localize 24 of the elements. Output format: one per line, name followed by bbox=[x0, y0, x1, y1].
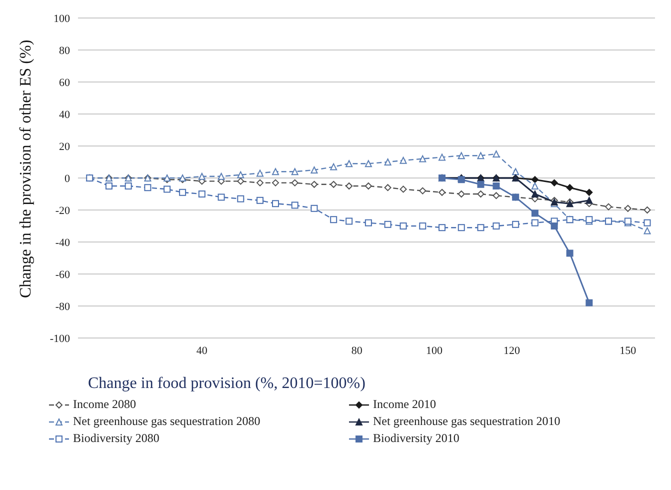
x-tick-label: 40 bbox=[196, 344, 208, 357]
legend-label: Net greenhouse gas sequestration 2010 bbox=[373, 414, 560, 429]
x-tick-label: 80 bbox=[351, 344, 363, 357]
y-tick-label: -40 bbox=[55, 236, 70, 249]
y-tick-label: 60 bbox=[59, 76, 70, 89]
y-tick-label: 40 bbox=[59, 108, 70, 121]
y-tick-label: -60 bbox=[55, 268, 70, 281]
legend-label: Net greenhouse gas sequestration 2080 bbox=[73, 414, 260, 429]
y-axis-title: Change in the provision of other ES (%) bbox=[18, 40, 35, 298]
y-tick-label: 80 bbox=[59, 44, 70, 57]
legend-label: Income 2080 bbox=[73, 397, 136, 412]
y-tick-label: 100 bbox=[54, 12, 70, 25]
y-tick-label: 20 bbox=[59, 140, 70, 153]
x-tick-label: 100 bbox=[426, 344, 444, 357]
legend-label: Income 2010 bbox=[373, 397, 436, 412]
legend-label: Biodiversity 2010 bbox=[373, 431, 460, 446]
y-tick-label: -80 bbox=[55, 300, 70, 313]
y-tick-label: 0 bbox=[64, 172, 70, 185]
y-tick-label: -100 bbox=[50, 332, 70, 345]
x-tick-label: 150 bbox=[620, 344, 637, 357]
y-tick-label: -20 bbox=[55, 204, 70, 217]
legend-label: Biodiversity 2080 bbox=[73, 431, 160, 446]
x-axis-title: Change in food provision (%, 2010=100%) bbox=[88, 375, 366, 392]
x-tick-label: 120 bbox=[503, 344, 520, 357]
